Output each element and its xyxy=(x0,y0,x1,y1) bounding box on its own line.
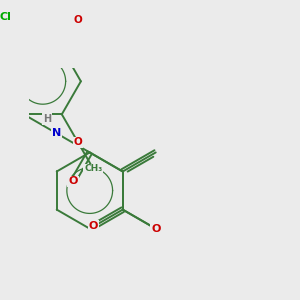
Text: N: N xyxy=(52,128,61,138)
Text: O: O xyxy=(151,224,160,234)
Text: O: O xyxy=(74,137,82,147)
Text: O: O xyxy=(68,176,78,187)
Text: Cl: Cl xyxy=(0,12,11,22)
Text: CH₃: CH₃ xyxy=(84,164,102,173)
Text: O: O xyxy=(74,15,82,25)
Text: O: O xyxy=(89,221,98,231)
Text: H: H xyxy=(43,114,51,124)
